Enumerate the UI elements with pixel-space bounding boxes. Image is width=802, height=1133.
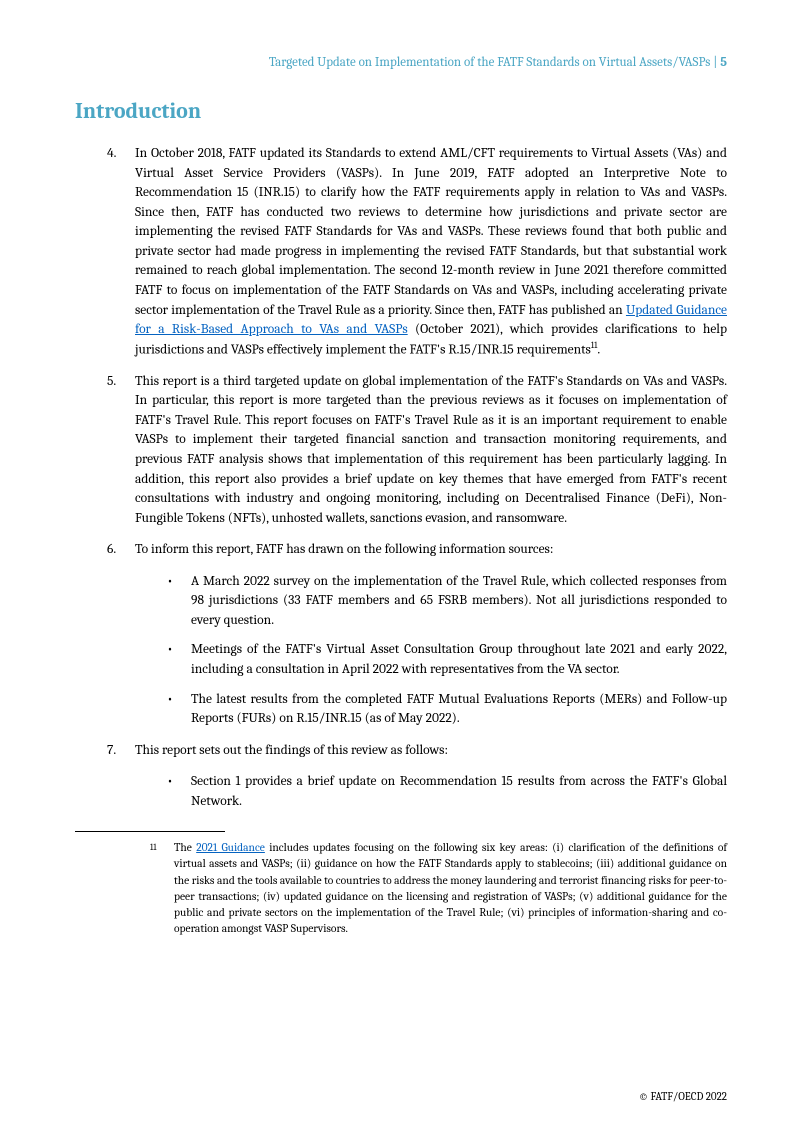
- section-heading: Introduction: [75, 98, 727, 124]
- footnote-number: 11: [150, 840, 174, 937]
- bullet-list-7: • Section 1 provides a brief update on R…: [167, 772, 727, 811]
- bullet-icon: •: [167, 772, 191, 811]
- page-number: 5: [720, 55, 727, 70]
- para-number: 7.: [107, 741, 135, 761]
- para-number: 6.: [107, 540, 135, 560]
- bullet-icon: •: [167, 640, 191, 679]
- paragraph-6: 6. To inform this report, FATF has drawn…: [107, 540, 727, 560]
- list-item: • Meetings of the FATF's Virtual Asset C…: [167, 640, 727, 679]
- page-footer: © FATF/OECD 2022: [639, 1090, 727, 1103]
- para-body: This report is a third targeted update o…: [135, 372, 727, 529]
- bullet-icon: •: [167, 572, 191, 631]
- page-header: Targeted Update on Implementation of the…: [75, 55, 727, 70]
- footnote-link[interactable]: 2021 Guidance: [196, 841, 265, 854]
- footnote-separator: [75, 831, 225, 832]
- list-item: • Section 1 provides a brief update on R…: [167, 772, 727, 811]
- paragraph-7: 7. This report sets out the findings of …: [107, 741, 727, 761]
- para-body: To inform this report, FATF has drawn on…: [135, 540, 727, 560]
- para-body: In October 2018, FATF updated its Standa…: [135, 144, 727, 360]
- paragraph-5: 5. This report is a third targeted updat…: [107, 372, 727, 529]
- para-number: 5.: [107, 372, 135, 529]
- list-item: • The latest results from the completed …: [167, 690, 727, 729]
- footnote-body: The 2021 Guidance includes updates focus…: [174, 840, 727, 937]
- bullet-icon: •: [167, 690, 191, 729]
- para-body: This report sets out the findings of thi…: [135, 741, 727, 761]
- paragraph-4: 4. In October 2018, FATF updated its Sta…: [107, 144, 727, 360]
- bullet-list-6: • A March 2022 survey on the implementat…: [167, 572, 727, 729]
- list-item: • A March 2022 survey on the implementat…: [167, 572, 727, 631]
- header-title: Targeted Update on Implementation of the…: [269, 55, 711, 70]
- footnote-11: 11 The 2021 Guidance includes updates fo…: [150, 840, 727, 937]
- para-number: 4.: [107, 144, 135, 360]
